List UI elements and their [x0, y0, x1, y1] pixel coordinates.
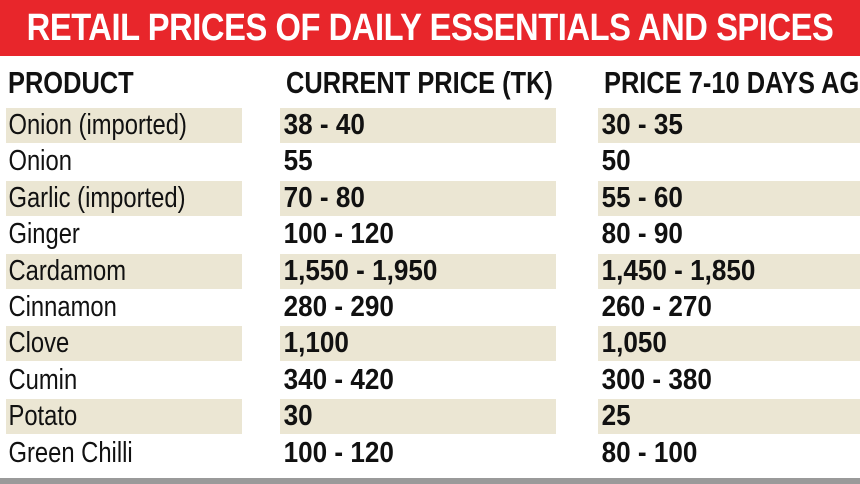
previous-price: 30 - 35	[601, 109, 683, 141]
current-price-cell: 70 - 80	[280, 180, 556, 216]
previous-price: 50	[601, 145, 631, 178]
previous-price: 1,450 - 1,850	[601, 254, 756, 287]
table-row: Onion (imported) 38 - 40 30 - 35	[0, 108, 860, 144]
table-title: RETAIL PRICES OF DAILY ESSENTIALS AND SP…	[26, 6, 834, 49]
current-price-cell: 38 - 40	[280, 108, 556, 143]
current-price-cell: 340 - 420	[280, 363, 556, 398]
product-name: Cardamom	[8, 254, 127, 287]
table-row: Garlic (imported) 70 - 80 55 - 60	[0, 180, 860, 217]
product-cell: Garlic (imported)	[6, 180, 242, 216]
product-cell: Cumin	[6, 363, 242, 398]
product-name: Clove	[8, 327, 70, 360]
previous-price-cell: 1,050	[598, 326, 860, 362]
product-cell: Potato	[6, 399, 242, 435]
current-price: 38 - 40	[283, 109, 365, 141]
current-price-cell: 30	[280, 399, 556, 435]
header-previous-price: PRICE 7-10 DAYS AGO	[604, 65, 860, 100]
previous-price-cell: 25	[598, 399, 860, 435]
product-name: Green Chilli	[8, 436, 133, 469]
current-price-cell: 1,100	[280, 326, 556, 362]
previous-price-cell: 260 - 270	[598, 290, 860, 325]
previous-price-cell: 30 - 35	[598, 108, 860, 143]
bottom-border	[0, 478, 860, 484]
product-cell: Clove	[6, 326, 242, 362]
current-price: 280 - 290	[283, 290, 394, 323]
product-cell: Cardamom	[6, 253, 242, 289]
current-price: 1,100	[283, 327, 349, 360]
previous-price-cell: 55 - 60	[598, 180, 860, 216]
product-name: Cinnamon	[8, 290, 117, 323]
table-row: Green Chilli 100 - 120 80 - 100	[0, 436, 860, 472]
previous-price-cell: 1,450 - 1,850	[598, 253, 860, 289]
current-price-cell: 100 - 120	[280, 217, 556, 252]
previous-price-cell: 80 - 100	[598, 436, 860, 471]
table-row: Cinnamon 280 - 290 260 - 270	[0, 290, 860, 326]
product-name: Potato	[8, 400, 78, 433]
current-price: 1,550 - 1,950	[283, 254, 438, 287]
previous-price-cell: 50	[598, 144, 860, 179]
table-row: Ginger 100 - 120 80 - 90	[0, 217, 860, 253]
current-price-cell: 1,550 - 1,950	[280, 253, 556, 289]
product-cell: Ginger	[6, 217, 242, 252]
current-price: 70 - 80	[283, 181, 365, 214]
table-row: Onion 55 50	[0, 144, 860, 180]
previous-price: 80 - 100	[601, 436, 698, 469]
header-current-price: CURRENT PRICE (TK)	[286, 65, 553, 100]
previous-price: 300 - 380	[601, 363, 712, 396]
previous-price: 1,050	[601, 327, 667, 360]
previous-price: 55 - 60	[601, 181, 683, 214]
header-product: PRODUCT	[8, 65, 134, 100]
current-price-cell: 280 - 290	[280, 290, 556, 325]
current-price: 100 - 120	[283, 218, 394, 251]
table-body: Onion (imported) 38 - 40 30 - 35 Onion 5…	[0, 108, 860, 472]
product-cell: Onion	[6, 144, 242, 179]
product-name: Onion (imported)	[8, 109, 187, 141]
current-price: 100 - 120	[283, 436, 394, 469]
current-price-cell: 55	[280, 144, 556, 179]
current-price: 55	[283, 145, 313, 178]
table-row: Cumin 340 - 420 300 - 380	[0, 363, 860, 399]
previous-price-cell: 300 - 380	[598, 363, 860, 398]
product-name: Onion	[8, 145, 72, 178]
table-row: Clove 1,100 1,050	[0, 326, 860, 362]
product-name: Cumin	[8, 363, 78, 396]
current-price-cell: 100 - 120	[280, 436, 556, 471]
table-row: Cardamom 1,550 - 1,950 1,450 - 1,850	[0, 253, 860, 290]
previous-price: 80 - 90	[601, 218, 683, 251]
title-bar: RETAIL PRICES OF DAILY ESSENTIALS AND SP…	[0, 0, 860, 56]
previous-price: 25	[601, 400, 631, 433]
product-cell: Green Chilli	[6, 436, 242, 471]
table-row: Potato 30 25	[0, 399, 860, 435]
header-row: PRODUCT CURRENT PRICE (TK) PRICE 7-10 DA…	[0, 62, 860, 104]
product-name: Garlic (imported)	[8, 181, 186, 214]
previous-price: 260 - 270	[601, 290, 712, 323]
current-price: 340 - 420	[283, 363, 394, 396]
product-name: Ginger	[8, 218, 80, 251]
current-price: 30	[283, 400, 313, 433]
product-cell: Onion (imported)	[6, 108, 242, 143]
previous-price-cell: 80 - 90	[598, 217, 860, 252]
product-cell: Cinnamon	[6, 290, 242, 325]
